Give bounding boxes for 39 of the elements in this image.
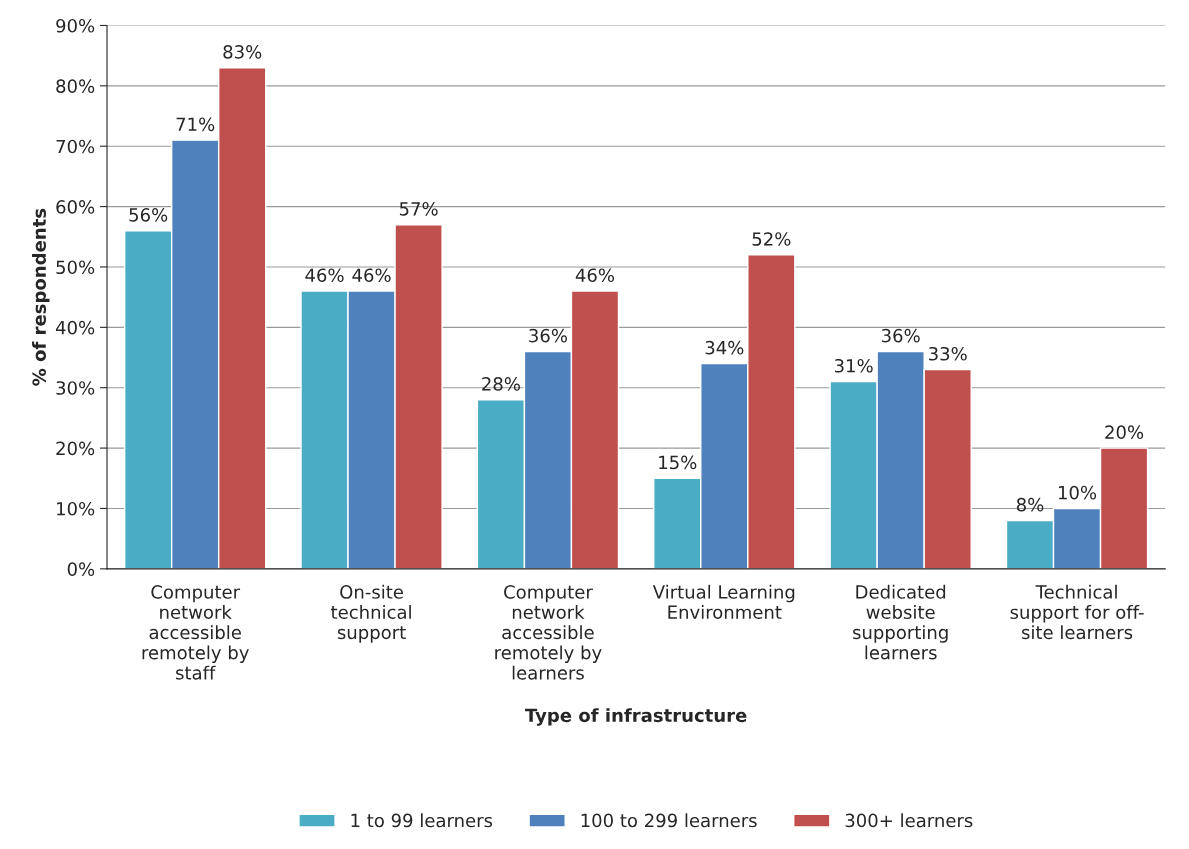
- y-tick-label: 30%: [56, 381, 95, 395]
- legend-label: 300+ learners: [845, 813, 973, 828]
- x-tick-label: Technical support for off- site learners: [1010, 584, 1144, 640]
- y-tick-label: 20%: [56, 441, 95, 456]
- y-tick-label: 50%: [56, 260, 95, 275]
- data-label: 34%: [705, 340, 744, 355]
- x-tick-label: Virtual Learning Environment: [652, 584, 795, 619]
- y-tick-label: 80%: [56, 79, 95, 93]
- data-label: 20%: [1105, 425, 1144, 440]
- data-label: 28%: [482, 377, 520, 391]
- data-label: 10%: [1058, 485, 1097, 500]
- x-tick-label: Computer network accessible remotely by learners: [495, 585, 602, 680]
- data-label: 56%: [129, 208, 168, 222]
- legend-label: 1 to 99 learners: [351, 813, 493, 828]
- y-axis-title: % of respondents: [32, 208, 50, 386]
- data-label: 52%: [752, 232, 791, 246]
- legend-label: 100 to 299 learners: [581, 813, 757, 828]
- data-label: 46%: [305, 268, 344, 283]
- y-tick-label: 10%: [57, 501, 95, 516]
- data-label: 15%: [659, 455, 697, 470]
- data-label: 83%: [223, 45, 262, 59]
- x-tick-label: Computer network accessible remotely by staff: [142, 585, 249, 680]
- data-label: 71%: [176, 117, 215, 132]
- data-label: 57%: [399, 201, 438, 216]
- x-tick-label: On-site technical support: [331, 584, 411, 643]
- data-label: 46%: [575, 268, 615, 283]
- x-axis-title: Type of infrastructure: [525, 708, 747, 726]
- x-tick-label: Dedicated website supporting learners: [853, 584, 948, 660]
- data-label: 8%: [1016, 497, 1044, 512]
- data-label: 46%: [352, 268, 391, 283]
- y-tick-label: 0%: [67, 562, 95, 576]
- y-tick-label: 70%: [56, 139, 95, 154]
- data-label: 33%: [929, 346, 967, 361]
- data-label: 36%: [529, 328, 567, 343]
- data-label: 31%: [834, 358, 873, 373]
- y-tick-label: 40%: [55, 320, 95, 335]
- y-tick-label: 60%: [56, 200, 95, 214]
- data-label: 36%: [881, 328, 920, 343]
- y-tick-label: 90%: [56, 18, 95, 33]
